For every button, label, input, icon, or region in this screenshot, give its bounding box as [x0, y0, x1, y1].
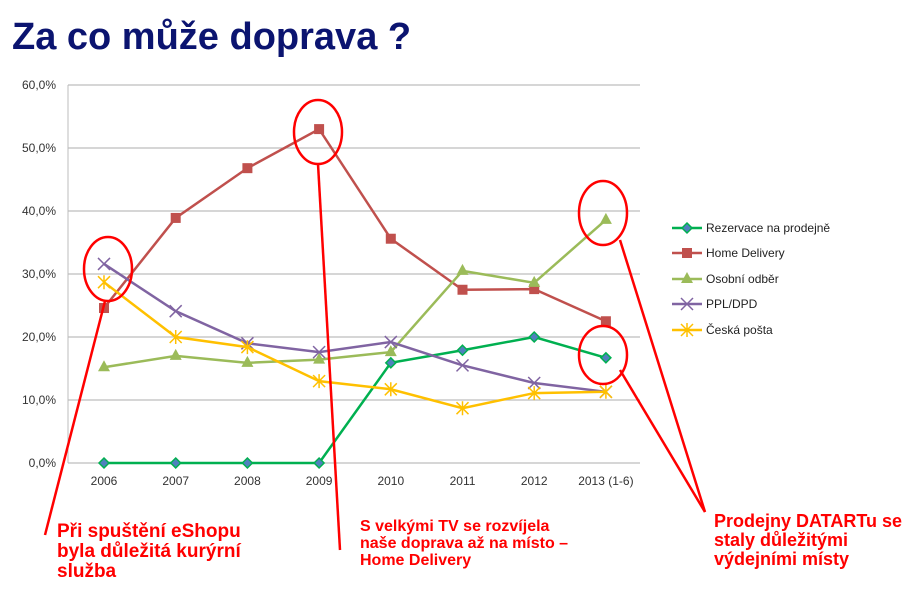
data-point — [599, 351, 612, 364]
legend-item: Osobní odběr — [672, 266, 830, 292]
x-tick-label: 2008 — [234, 474, 261, 488]
data-point — [242, 163, 253, 174]
annotation-eshop: Při spuštění eShopu byla důležitá kurýrn… — [57, 521, 241, 582]
data-point — [241, 355, 254, 367]
y-tick-label: 20,0% — [22, 330, 56, 344]
annotation-stores: Prodejny DATARTu se staly důležitými výd… — [714, 511, 903, 569]
legend-item: Česká pošta — [672, 317, 830, 343]
legend-marker-icon — [672, 297, 702, 311]
series-osobn-odb-r — [98, 212, 612, 372]
x-tick-label: 2009 — [306, 474, 333, 488]
data-point — [170, 212, 181, 223]
legend-marker-icon — [672, 271, 702, 283]
series-line — [103, 127, 607, 323]
series--esk-po-ta — [97, 275, 613, 416]
data-point — [455, 401, 470, 416]
x-tick-label: 2006 — [91, 474, 118, 488]
chart-legend: Rezervace na prodejně Home Delivery Osobní… — [672, 215, 830, 343]
annotation-pointer — [618, 239, 707, 513]
data-point — [527, 376, 541, 390]
annotation-pointer — [618, 369, 707, 513]
legend-item: Home Delivery — [672, 241, 830, 267]
data-point — [528, 330, 541, 344]
data-point — [240, 340, 254, 355]
data-point — [384, 345, 397, 357]
data-point — [599, 212, 612, 224]
data-point — [681, 271, 693, 283]
data-point — [680, 221, 694, 234]
data-point — [169, 348, 182, 360]
data-point — [97, 456, 111, 470]
data-point — [455, 358, 470, 372]
page-title: Za co může doprava ? — [12, 16, 412, 58]
data-point — [241, 456, 254, 470]
series-line — [103, 218, 607, 369]
data-point — [313, 352, 326, 364]
x-tick-label: 2013 (1-6) — [578, 474, 633, 488]
y-tick-label: 50,0% — [22, 141, 56, 155]
legend-label: Česká pošta — [706, 322, 773, 337]
data-point — [529, 284, 540, 295]
y-tick-label: 10,0% — [22, 393, 56, 407]
data-point — [599, 384, 613, 399]
series-line — [103, 281, 606, 410]
highlight-circle — [577, 179, 629, 247]
legend-label: Home Delivery — [706, 246, 785, 261]
y-tick-label: 30,0% — [22, 267, 56, 281]
data-point — [385, 233, 396, 244]
data-point — [457, 284, 468, 295]
data-point — [682, 248, 692, 259]
highlight-circle — [577, 324, 629, 386]
series-rezervace-na-prodejn- — [97, 330, 612, 470]
data-point — [600, 316, 611, 327]
legend-item: Rezervace na prodejně — [672, 215, 830, 241]
data-point — [97, 275, 111, 290]
data-point — [384, 356, 397, 369]
data-point — [312, 345, 326, 359]
legend-marker-icon — [672, 248, 702, 259]
x-tick-label: 2007 — [162, 474, 189, 488]
y-tick-label: 40,0% — [22, 204, 56, 218]
legend-label: Osobní odběr — [706, 271, 779, 286]
x-tick-label: 2010 — [377, 474, 404, 488]
data-point — [527, 386, 541, 401]
data-point — [680, 322, 694, 337]
data-point — [680, 297, 694, 311]
data-point — [384, 335, 398, 349]
legend-marker-icon — [672, 221, 702, 234]
annotation-pointer — [43, 300, 107, 536]
series-home-delivery — [99, 124, 611, 327]
x-tick-label: 2012 — [521, 474, 548, 488]
annotation-home-delivery: S velkými TV se rozvíjela naše doprava a… — [360, 518, 569, 569]
data-point — [384, 382, 398, 397]
series-line — [103, 262, 607, 394]
data-point — [169, 330, 183, 344]
data-point — [314, 124, 325, 135]
legend-label: PPL/DPD — [706, 297, 758, 312]
data-point — [456, 263, 469, 275]
legend-label: Rezervace na prodejně — [706, 220, 831, 235]
legend-item: PPL/DPD — [672, 292, 830, 318]
annotation-pointer — [316, 163, 342, 551]
data-point — [169, 304, 183, 318]
y-tick-label: 60,0% — [22, 78, 56, 92]
data-point — [528, 275, 541, 287]
y-tick-label: 0,0% — [29, 456, 57, 470]
data-point — [312, 374, 326, 389]
data-point — [98, 360, 110, 372]
series-line — [104, 335, 607, 465]
data-point — [97, 257, 111, 271]
data-point — [456, 344, 469, 357]
highlight-circle — [82, 235, 134, 303]
data-point — [313, 456, 326, 470]
legend-marker-icon — [672, 322, 702, 337]
x-tick-label: 2011 — [450, 474, 476, 488]
data-point — [169, 456, 182, 470]
